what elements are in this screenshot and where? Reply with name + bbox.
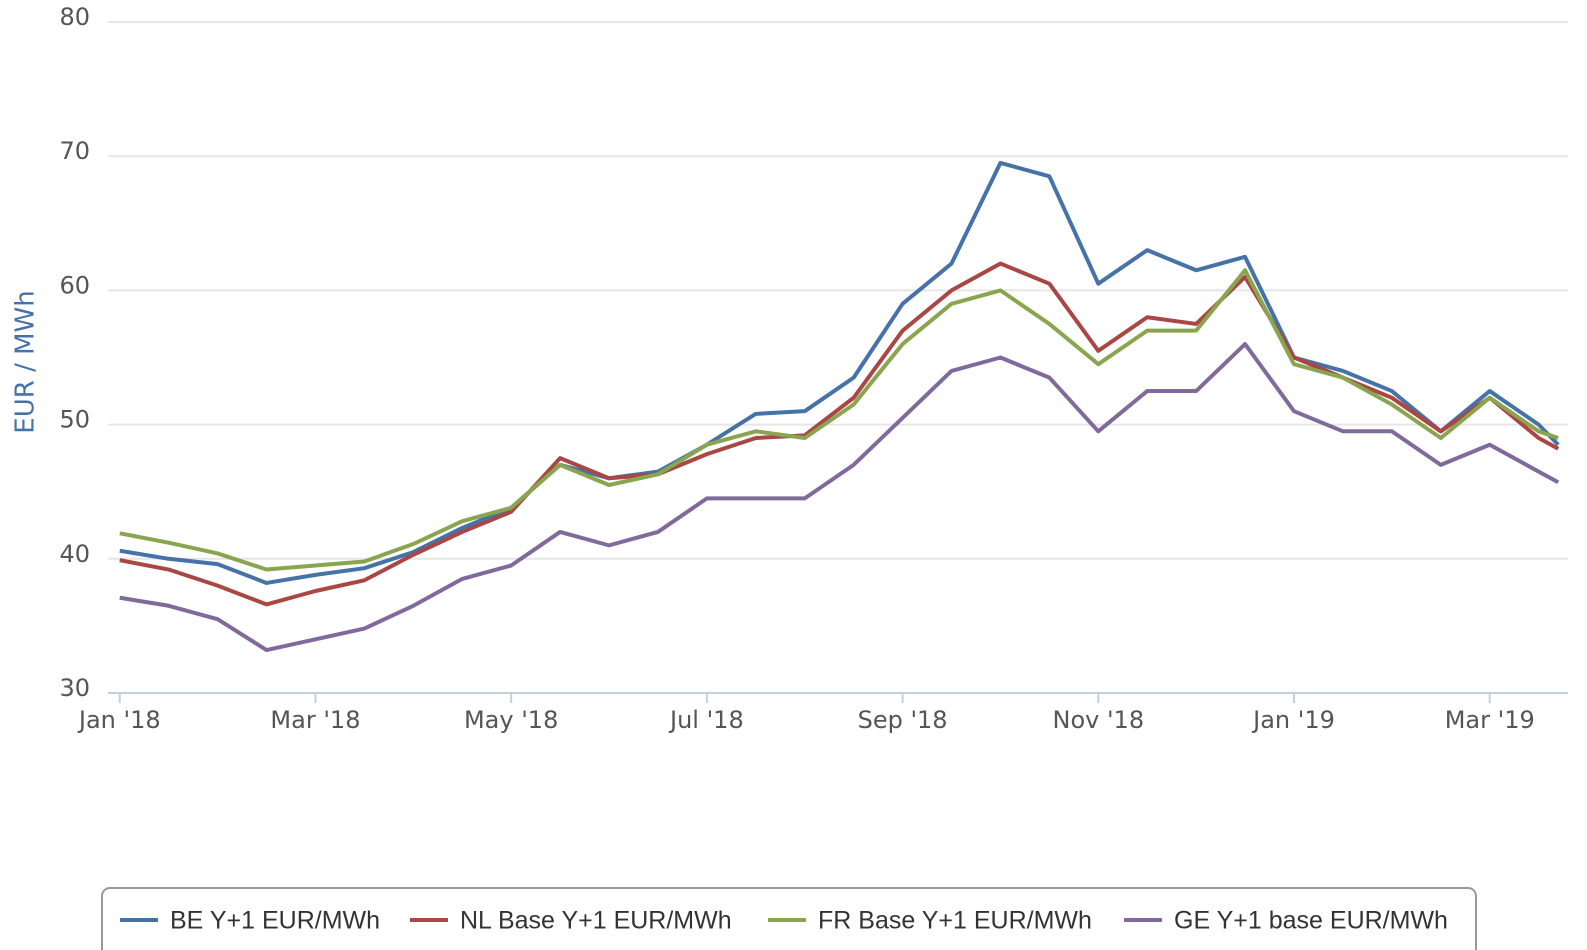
series-line — [119, 160, 1560, 585]
x-tick-label: Mar '18 — [270, 706, 360, 734]
y-tick-label: 70 — [59, 137, 90, 165]
y-tick-label: 50 — [59, 406, 90, 434]
legend-label: BE Y+1 EUR/MWh — [170, 907, 380, 935]
legend-label: NL Base Y+1 EUR/MWh — [460, 907, 732, 935]
x-tick-label: Sep '18 — [858, 706, 948, 734]
y-axis-label: EUR / MWh — [11, 290, 41, 433]
y-tick-label: 60 — [59, 271, 90, 299]
x-tick-label: Nov '18 — [1052, 706, 1144, 734]
series-line — [119, 261, 1560, 607]
x-tick-label: Jul '18 — [668, 706, 744, 734]
series-line — [119, 268, 1559, 572]
series-line — [119, 342, 1560, 653]
y-tick-label: 80 — [59, 3, 90, 31]
x-tick-label: May '18 — [464, 706, 558, 734]
x-tick-label: Jan '18 — [77, 706, 161, 734]
legend-label: FR Base Y+1 EUR/MWh — [818, 907, 1092, 935]
x-tick-label: Mar '19 — [1445, 706, 1535, 734]
legend-box — [101, 887, 1477, 950]
x-tick-label: Jan '19 — [1251, 706, 1335, 734]
y-tick-label: 40 — [59, 540, 90, 568]
legend-label: GE Y+1 base EUR/MWh — [1174, 907, 1448, 935]
y-tick-label: 30 — [59, 674, 90, 702]
